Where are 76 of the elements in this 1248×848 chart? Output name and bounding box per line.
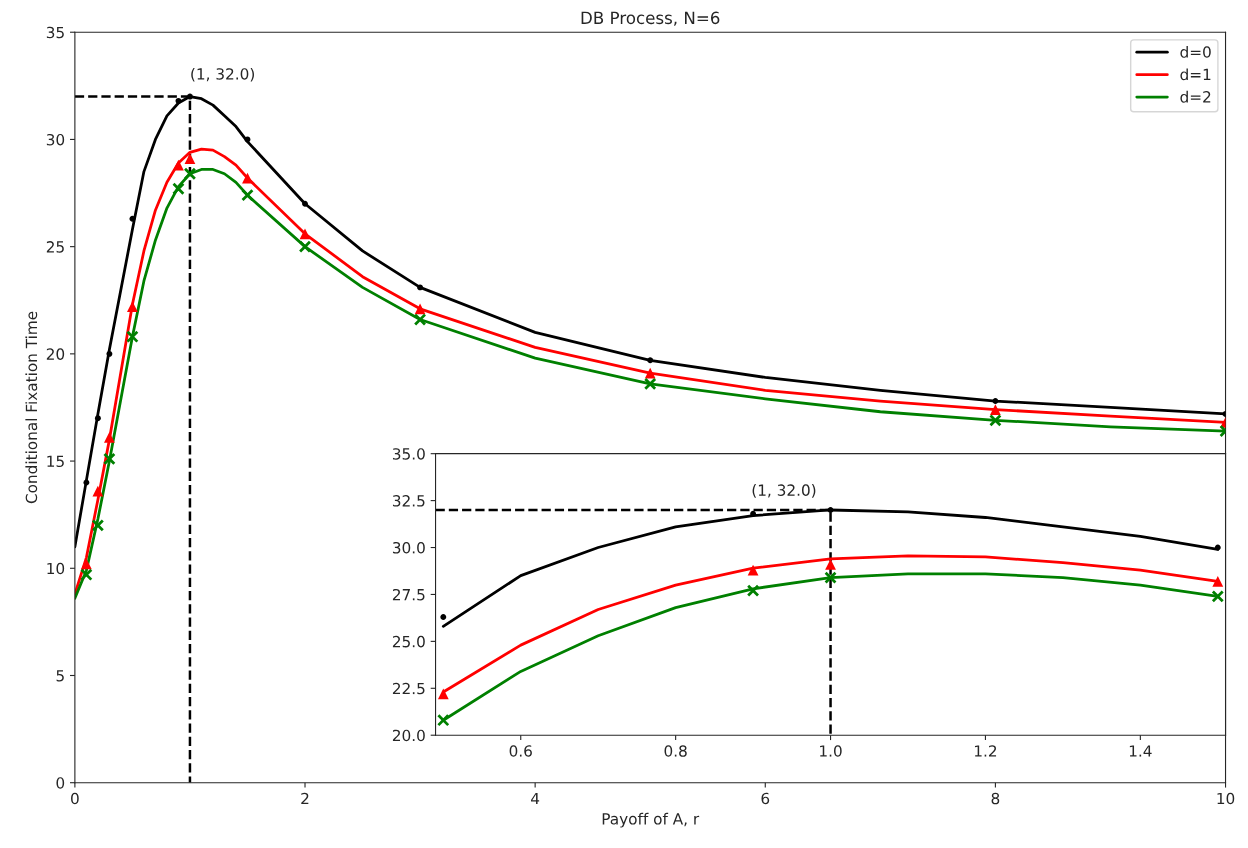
point xyxy=(750,510,757,517)
point xyxy=(187,93,193,100)
point xyxy=(129,215,136,222)
y-tick-label: 10 xyxy=(47,562,65,575)
x-tick-label: 1.2 xyxy=(974,745,997,757)
y-tick-label: 25.0 xyxy=(392,635,425,648)
point xyxy=(299,228,311,240)
point xyxy=(92,485,104,497)
y-tick-label: 27.5 xyxy=(392,588,425,601)
y-tick-label: 20.0 xyxy=(392,729,425,742)
point xyxy=(302,200,308,207)
point xyxy=(647,357,654,364)
legend-label: d=1 xyxy=(1180,68,1211,81)
chart-title: DB Process, N=6 xyxy=(581,11,720,26)
legend-label: d=0 xyxy=(1180,45,1211,58)
annotation: (1, 32.0) xyxy=(191,67,254,82)
x-axis-title: Payoff of A, r xyxy=(602,812,700,828)
point xyxy=(440,614,447,620)
legend-label: d=2 xyxy=(1180,90,1211,103)
y-tick-label: 30.0 xyxy=(392,541,425,554)
point xyxy=(175,97,182,104)
annotation: (1, 32.0) xyxy=(752,484,816,498)
point xyxy=(1212,575,1224,587)
point xyxy=(104,432,115,443)
point xyxy=(83,479,90,486)
x-tick-label: 0.6 xyxy=(509,745,532,757)
x-tick-label: 1.4 xyxy=(1129,745,1152,757)
y-tick-label: 22.5 xyxy=(392,682,425,695)
point xyxy=(746,584,760,597)
point xyxy=(824,571,837,584)
point xyxy=(184,153,196,165)
point xyxy=(173,159,184,171)
y-tick-label: 15 xyxy=(47,455,64,468)
point xyxy=(414,303,426,315)
y-tick-label: 35.0 xyxy=(392,448,425,460)
point xyxy=(644,367,656,379)
y-axis-title: Conditional Fixation Time xyxy=(25,311,38,504)
point xyxy=(94,415,101,422)
point xyxy=(437,713,450,727)
x-tick-label: 6 xyxy=(761,792,770,805)
y-tick-label: 32.5 xyxy=(392,495,425,507)
y-tick-label: 5 xyxy=(56,670,64,682)
x-tick-label: 0.8 xyxy=(664,745,687,757)
y-tick-label: 35 xyxy=(46,26,64,39)
x-tick-label: 8 xyxy=(991,792,1000,805)
point xyxy=(91,519,105,532)
point xyxy=(1214,544,1221,551)
x-tick-label: 10 xyxy=(1217,792,1235,805)
x-tick-label: 1.0 xyxy=(820,745,842,757)
point xyxy=(827,507,834,513)
point xyxy=(643,377,657,391)
point xyxy=(992,398,999,404)
point xyxy=(825,559,836,570)
y-tick-label: 0 xyxy=(56,777,65,789)
point xyxy=(1211,590,1225,603)
point xyxy=(183,167,197,181)
point xyxy=(241,188,254,202)
point xyxy=(417,284,424,291)
point xyxy=(990,404,1001,415)
y-tick-label: 25 xyxy=(46,241,64,253)
point xyxy=(126,330,139,343)
point xyxy=(244,136,251,143)
x-tick-label: 4 xyxy=(531,792,540,805)
point xyxy=(413,313,427,326)
point xyxy=(127,301,138,313)
x-tick-label: 0 xyxy=(71,792,79,805)
point xyxy=(172,182,185,196)
point xyxy=(80,568,93,582)
point xyxy=(103,452,116,466)
point xyxy=(437,688,449,700)
point xyxy=(989,414,1002,427)
y-tick-label: 20 xyxy=(46,348,65,360)
point xyxy=(298,240,312,253)
point xyxy=(106,350,113,357)
x-tick-label: 2 xyxy=(301,792,309,805)
y-tick-label: 30 xyxy=(46,133,65,146)
